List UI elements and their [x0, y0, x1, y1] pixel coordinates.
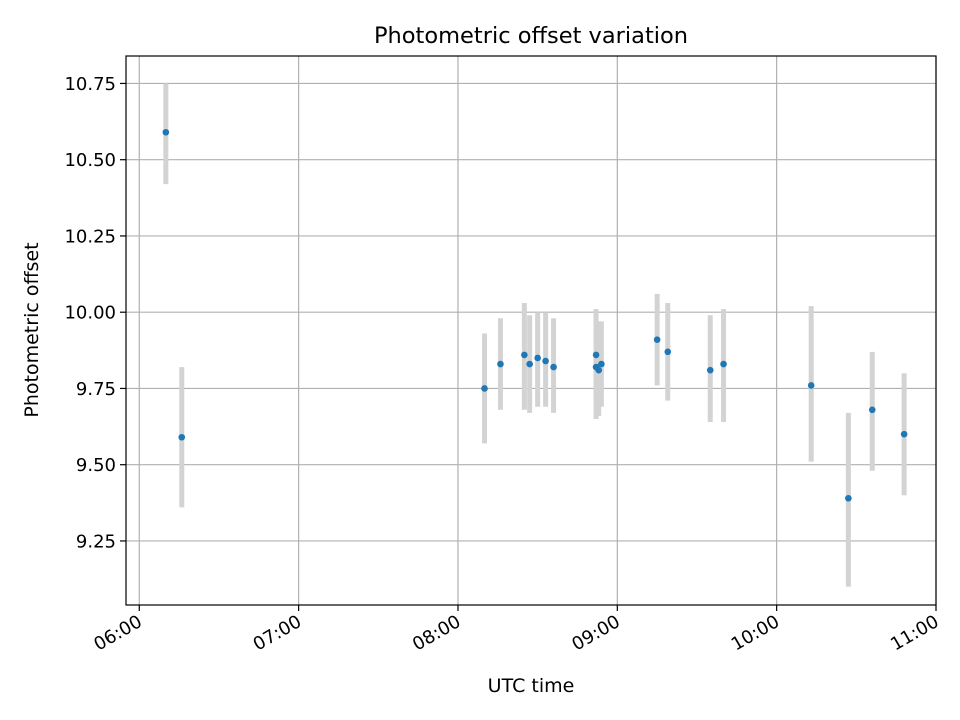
- data-point: [868, 406, 876, 414]
- data-point: [595, 366, 603, 374]
- data-point: [521, 351, 528, 359]
- y-tick-label: 10.00: [64, 303, 116, 324]
- data-point: [720, 360, 727, 368]
- y-axis-label: Photometric offset: [21, 242, 43, 417]
- data-point: [542, 357, 549, 365]
- data-point: [497, 360, 504, 368]
- y-tick-label: 10.75: [64, 74, 116, 95]
- plot-frame: [125, 55, 937, 606]
- data-point: [807, 382, 815, 389]
- y-tick-label: 9.50: [76, 455, 116, 476]
- data-point: [900, 430, 908, 438]
- y-tick-label: 10.25: [64, 226, 116, 247]
- data-point: [653, 336, 661, 343]
- data-point: [534, 354, 541, 362]
- data-point: [664, 348, 672, 356]
- y-tick-label: 9.25: [76, 531, 116, 552]
- data-point: [706, 366, 714, 374]
- data-point: [178, 433, 186, 441]
- y-tick-label: 9.75: [76, 379, 116, 400]
- data-point: [481, 385, 488, 392]
- data-point: [845, 494, 852, 502]
- data-points: [162, 128, 908, 502]
- data-point: [592, 351, 600, 359]
- chart-title: Photometric offset variation: [374, 23, 688, 49]
- data-point: [550, 363, 557, 371]
- y-axis-ticks: 9.25 9.50 9.75 10.00 10.25 10.50 10.75: [64, 74, 126, 552]
- data-point: [162, 128, 170, 136]
- data-point: [526, 360, 533, 368]
- data-point: [598, 360, 605, 368]
- x-axis-label: UTC time: [488, 675, 575, 697]
- y-tick-label: 10.50: [64, 150, 116, 171]
